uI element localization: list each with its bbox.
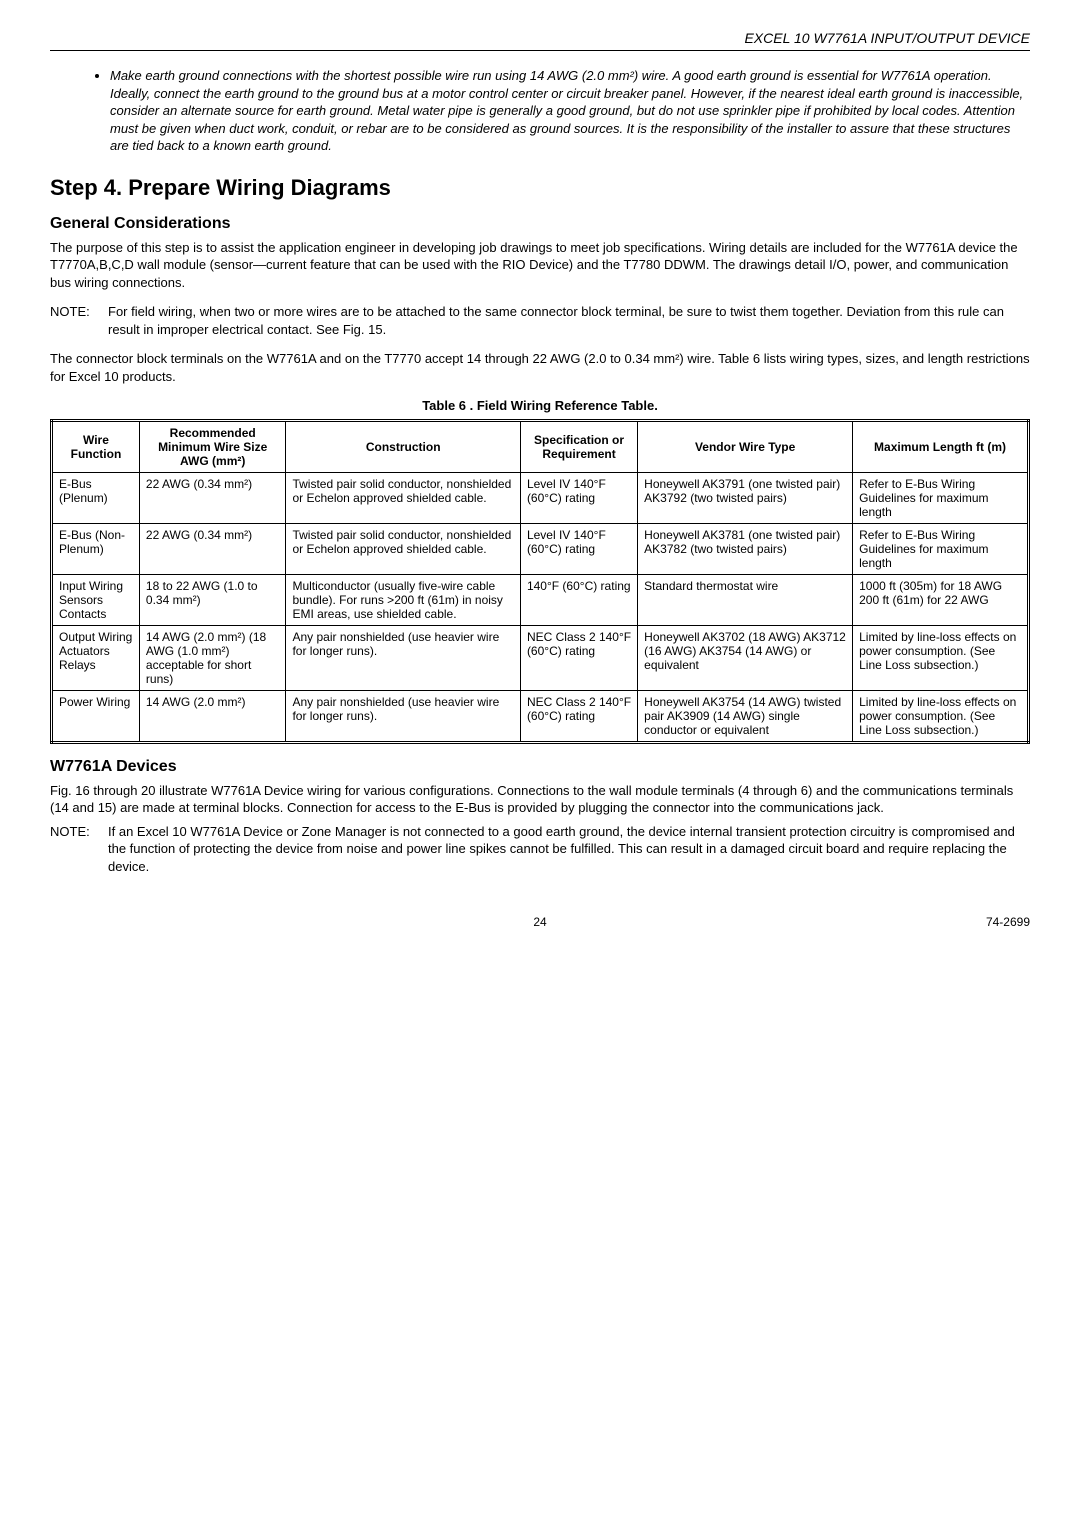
general-para1: The purpose of this step is to assist th…: [50, 239, 1030, 292]
table-cell: Any pair nonshielded (use heavier wire f…: [286, 690, 520, 742]
th-wire-function: Wire Function: [52, 420, 140, 472]
devices-para: Fig. 16 through 20 illustrate W7761A Dev…: [50, 782, 1030, 817]
table-cell: Multiconductor (usually five-wire cable …: [286, 574, 520, 625]
table-cell: Limited by line-loss effects on power co…: [853, 625, 1029, 690]
devices-note: NOTE: If an Excel 10 W7761A Device or Zo…: [50, 823, 1030, 876]
doc-header: EXCEL 10 W7761A INPUT/OUTPUT DEVICE: [50, 30, 1030, 46]
table-cell: Twisted pair solid conductor, nonshielde…: [286, 472, 520, 523]
table-cell: 18 to 22 AWG (1.0 to 0.34 mm²): [139, 574, 286, 625]
bullet-list: Make earth ground connections with the s…: [80, 67, 1030, 155]
footer-docnum: 74-2699: [930, 915, 1030, 929]
th-spec: Specification or Requirement: [520, 420, 637, 472]
table-cell: Level IV 140°F (60°C) rating: [520, 523, 637, 574]
table-cell: 14 AWG (2.0 mm²) (18 AWG (1.0 mm²) accep…: [139, 625, 286, 690]
table-body: E-Bus (Plenum)22 AWG (0.34 mm²)Twisted p…: [52, 472, 1029, 742]
table-cell: Output Wiring Actuators Relays: [52, 625, 140, 690]
table-row: E-Bus (Plenum)22 AWG (0.34 mm²)Twisted p…: [52, 472, 1029, 523]
devices-note-text: If an Excel 10 W7761A Device or Zone Man…: [108, 823, 1030, 876]
note1: NOTE: For field wiring, when two or more…: [50, 303, 1030, 338]
bullet-item: Make earth ground connections with the s…: [110, 67, 1030, 155]
step4-title: Step 4. Prepare Wiring Diagrams: [50, 175, 1030, 201]
table-cell: 1000 ft (305m) for 18 AWG 200 ft (61m) f…: [853, 574, 1029, 625]
table-cell: E-Bus (Plenum): [52, 472, 140, 523]
footer-page: 24: [150, 915, 930, 929]
table-cell: Refer to E-Bus Wiring Guidelines for max…: [853, 523, 1029, 574]
table-cell: Honeywell AK3702 (18 AWG) AK3712 (16 AWG…: [638, 625, 853, 690]
table-cell: Limited by line-loss effects on power co…: [853, 690, 1029, 742]
table-cell: Any pair nonshielded (use heavier wire f…: [286, 625, 520, 690]
page-footer: 24 74-2699: [50, 915, 1030, 929]
general-para2: The connector block terminals on the W77…: [50, 350, 1030, 385]
table-cell: Honeywell AK3781 (one twisted pair) AK37…: [638, 523, 853, 574]
table-cell: E-Bus (Non-Plenum): [52, 523, 140, 574]
table-caption: Table 6 . Field Wiring Reference Table.: [50, 398, 1030, 413]
table-row: Power Wiring14 AWG (2.0 mm²)Any pair non…: [52, 690, 1029, 742]
th-vendor: Vendor Wire Type: [638, 420, 853, 472]
table-row: Output Wiring Actuators Relays14 AWG (2.…: [52, 625, 1029, 690]
table-cell: Refer to E-Bus Wiring Guidelines for max…: [853, 472, 1029, 523]
devices-note-label: NOTE:: [50, 823, 108, 876]
table-cell: NEC Class 2 140°F (60°C) rating: [520, 625, 637, 690]
table-cell: NEC Class 2 140°F (60°C) rating: [520, 690, 637, 742]
table-row: E-Bus (Non-Plenum)22 AWG (0.34 mm²)Twist…: [52, 523, 1029, 574]
table-cell: Honeywell AK3791 (one twisted pair) AK37…: [638, 472, 853, 523]
table-cell: Standard thermostat wire: [638, 574, 853, 625]
header-rule: [50, 50, 1030, 51]
general-heading: General Considerations: [50, 215, 1030, 233]
th-construction: Construction: [286, 420, 520, 472]
table-cell: Honeywell AK3754 (14 AWG) twisted pair A…: [638, 690, 853, 742]
table-row: Input Wiring Sensors Contacts18 to 22 AW…: [52, 574, 1029, 625]
table-cell: Twisted pair solid conductor, nonshielde…: [286, 523, 520, 574]
table-cell: 22 AWG (0.34 mm²): [139, 472, 286, 523]
th-wire-size: Recommended Minimum Wire Size AWG (mm²): [139, 420, 286, 472]
table-cell: Level IV 140°F (60°C) rating: [520, 472, 637, 523]
table-header-row: Wire Function Recommended Minimum Wire S…: [52, 420, 1029, 472]
wiring-table: Wire Function Recommended Minimum Wire S…: [50, 419, 1030, 744]
table-cell: Power Wiring: [52, 690, 140, 742]
devices-heading: W7761A Devices: [50, 758, 1030, 776]
th-maxlen: Maximum Length ft (m): [853, 420, 1029, 472]
footer-left: [50, 915, 150, 929]
table-cell: Input Wiring Sensors Contacts: [52, 574, 140, 625]
note1-label: NOTE:: [50, 303, 108, 338]
table-cell: 14 AWG (2.0 mm²): [139, 690, 286, 742]
table-cell: 22 AWG (0.34 mm²): [139, 523, 286, 574]
note1-text: For field wiring, when two or more wires…: [108, 303, 1030, 338]
table-cell: 140°F (60°C) rating: [520, 574, 637, 625]
